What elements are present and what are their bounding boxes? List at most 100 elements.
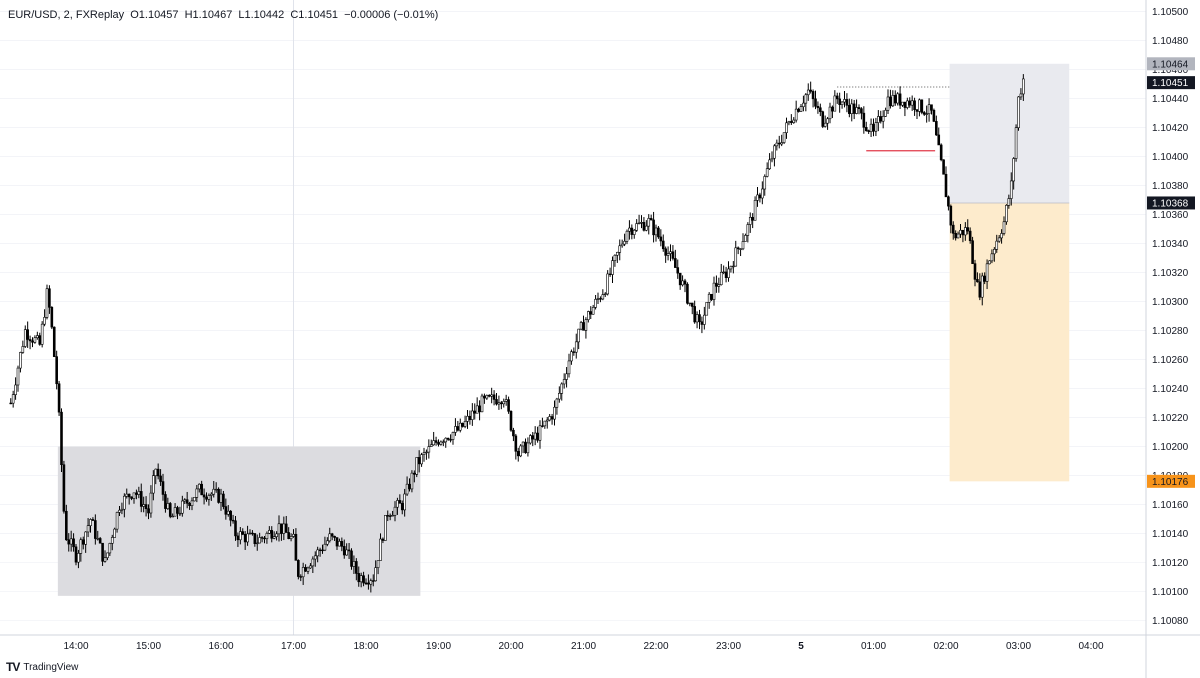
candle-body [106, 552, 109, 559]
candle-body [239, 531, 242, 541]
price-axis-label: 1.10160 [1152, 500, 1189, 511]
candle-body [268, 530, 271, 534]
candle-body [978, 281, 982, 298]
candle-body [26, 329, 29, 340]
candle-body [966, 227, 970, 232]
tradingview-brand[interactable]: TV TradingView [6, 660, 78, 674]
candle-body [840, 101, 844, 105]
candle-body [468, 415, 472, 420]
candle-body [306, 567, 310, 572]
candle-body [461, 422, 464, 427]
candle-body [21, 346, 25, 353]
candle-body [550, 416, 554, 420]
candle-body [495, 399, 498, 405]
time-axis-label: 17:00 [281, 641, 306, 652]
candle-body [125, 493, 129, 497]
candle-body [173, 507, 177, 517]
candle-body [814, 98, 817, 107]
candle-body [367, 582, 370, 585]
candle-body [794, 108, 798, 121]
candle-body [478, 405, 481, 413]
entry-price-tag[interactable]: 1.10368 [1152, 198, 1189, 209]
candle-body [1019, 93, 1023, 98]
candle-body [207, 495, 211, 500]
candle-body [538, 425, 542, 441]
candle-body [811, 91, 815, 100]
price-axis-label: 1.10380 [1152, 181, 1189, 192]
candle-body [628, 227, 631, 232]
candle-body [995, 240, 999, 250]
candle-body [860, 108, 863, 114]
candle-body [400, 503, 404, 511]
candle-body [79, 539, 83, 554]
candle-body [31, 340, 34, 343]
candle-body [693, 306, 696, 323]
candle-body [874, 122, 878, 132]
candle-body [345, 549, 348, 556]
candle-body [703, 314, 706, 325]
candle-body [330, 533, 334, 537]
position-target-zone[interactable] [949, 63, 1070, 203]
legend-close: C1.10451 [290, 9, 339, 21]
candle-body [797, 108, 800, 112]
target-price-tag[interactable]: 1.10464 [1152, 59, 1189, 70]
candle-body [210, 493, 213, 496]
candle-body [591, 307, 595, 315]
candle-body [65, 510, 68, 541]
candle-body [263, 537, 266, 540]
candle-body [89, 519, 92, 526]
candle-body [214, 488, 218, 491]
candle-body [908, 100, 912, 106]
candle-body [38, 335, 42, 345]
symbol-legend: EUR/USD, 2, FXReplay O1.10457 H1.10467 L… [8, 9, 441, 21]
candle-body [683, 280, 687, 285]
price-axis-label: 1.10140 [1152, 529, 1189, 540]
candle-body [159, 475, 162, 482]
legend-symbol[interactable]: EUR/USD, 2, FXReplay [8, 9, 125, 21]
candle-body [458, 422, 462, 431]
candle-body [521, 441, 525, 447]
last-price-tag-bg [1147, 76, 1195, 90]
candle-body [543, 420, 547, 427]
candle-body [898, 93, 902, 106]
candle-body [519, 445, 522, 457]
candle-body [183, 499, 187, 502]
candle-body [1007, 198, 1011, 206]
candle-body [231, 519, 235, 522]
stop-price-tag[interactable]: 1.10176 [1152, 477, 1189, 488]
candle-body [449, 439, 452, 441]
last-price-tag[interactable]: 1.10451 [1152, 78, 1189, 89]
candle-body [756, 194, 759, 201]
candle-body [570, 351, 573, 362]
candle-body [710, 293, 713, 300]
candle-body [993, 248, 996, 255]
position-stop-zone[interactable] [949, 202, 1070, 482]
candle-body [386, 515, 390, 517]
candle-body [272, 536, 276, 539]
candle-body [838, 98, 841, 105]
candle-body [927, 104, 931, 115]
candle-body [809, 89, 812, 92]
candle-body [973, 263, 977, 280]
candle-body [294, 533, 298, 561]
range-box[interactable] [57, 446, 421, 596]
candle-body [454, 426, 457, 433]
candle-body [246, 533, 249, 543]
candle-body [724, 271, 728, 278]
candle-body [852, 103, 856, 114]
candle-body [516, 451, 520, 457]
candle-body [763, 176, 767, 190]
entry-price-tag-bg [1147, 196, 1195, 210]
candle-body [722, 271, 725, 274]
candle-body [753, 200, 757, 221]
candle-body [52, 326, 56, 357]
candle-body [985, 263, 989, 282]
candle-body [1009, 180, 1013, 199]
candle-body [748, 217, 752, 225]
legend-high: H1.10467 [184, 9, 233, 21]
candle-body [553, 406, 556, 420]
candle-body [739, 248, 742, 250]
candle-body [654, 227, 658, 236]
